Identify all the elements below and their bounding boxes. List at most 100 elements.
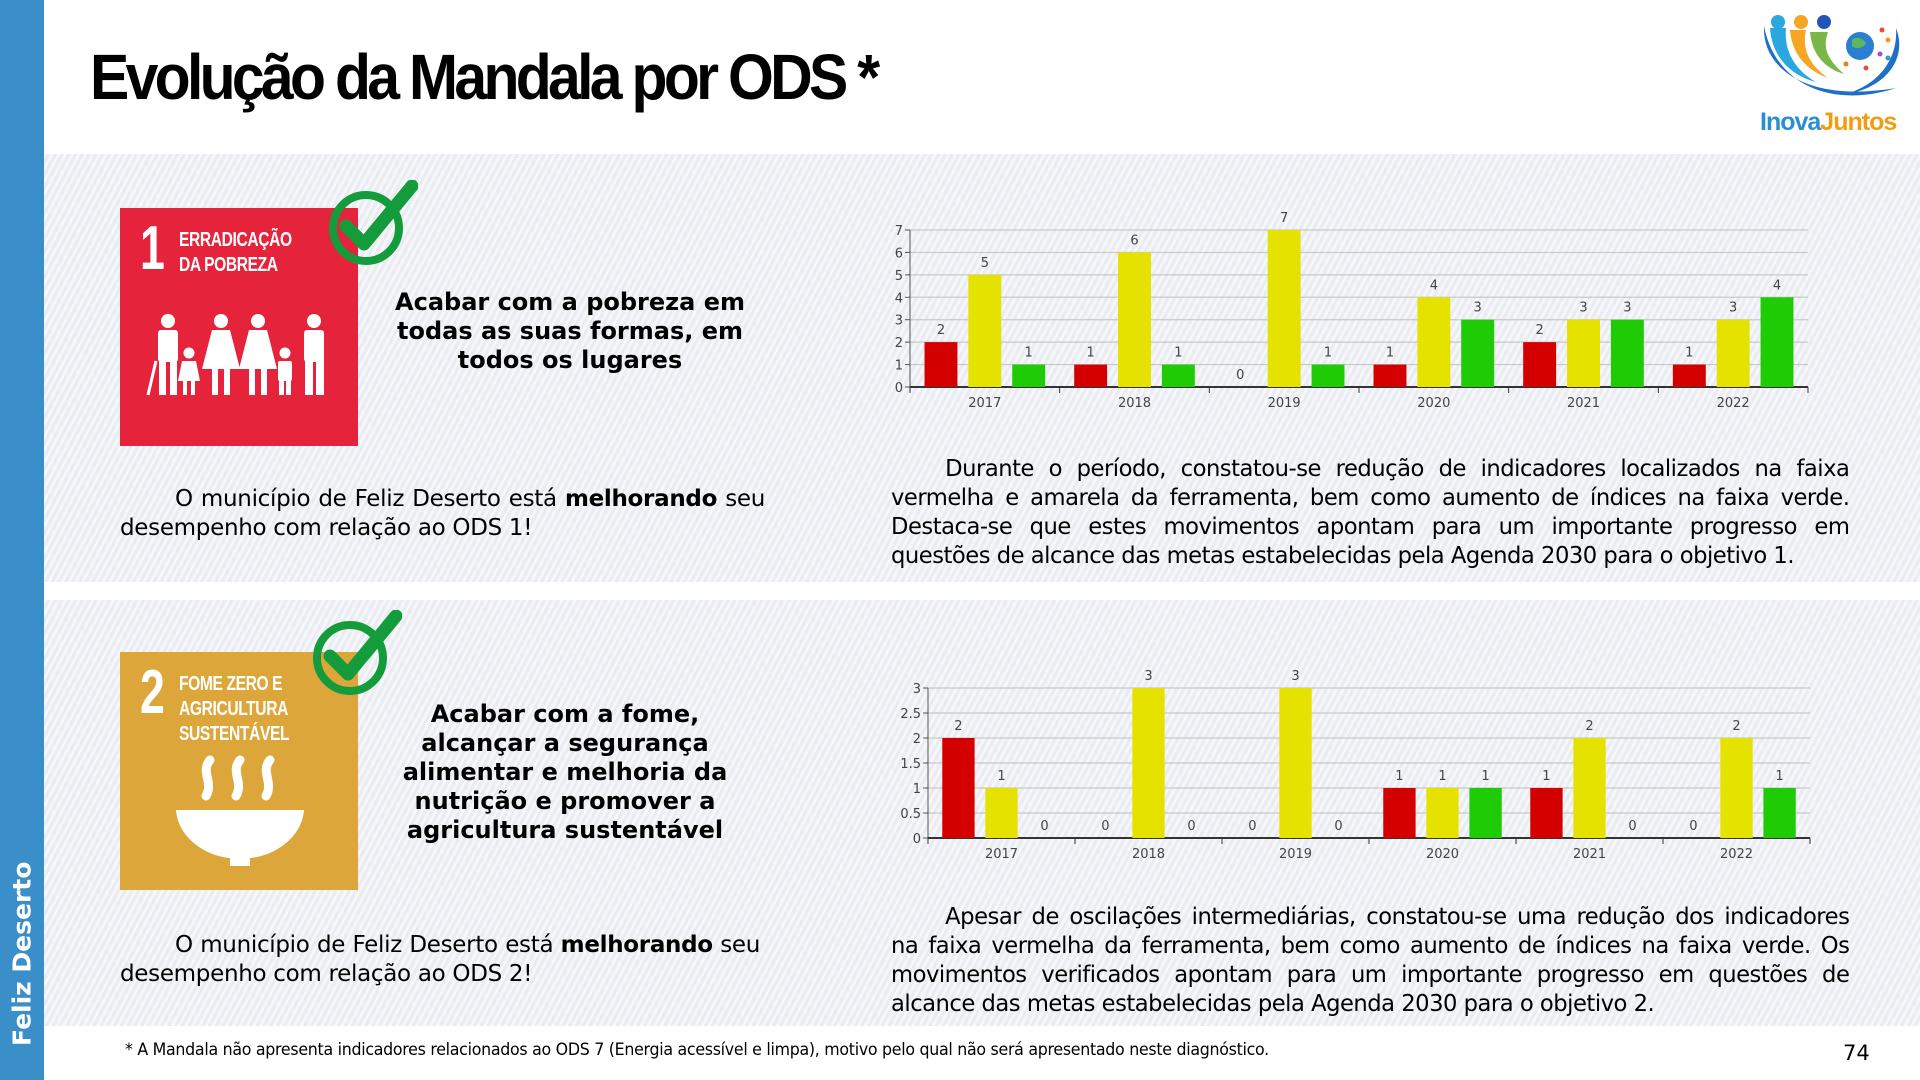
data-label: 3 (1623, 301, 1631, 316)
page-title: Evolução da Mandala por ODS * (90, 41, 880, 113)
data-label: 0 (1334, 819, 1342, 834)
bar-faixa-verde (1763, 788, 1796, 838)
bar-faixa-amarela (1417, 297, 1451, 387)
data-label: 0 (1248, 819, 1256, 834)
sdg-2-status: O município de Feliz Deserto está melhor… (120, 932, 761, 987)
data-label: 4 (1430, 278, 1438, 293)
y-tick-label: 1.5 (900, 757, 921, 772)
y-tick-label: 0 (913, 832, 921, 847)
data-label: 1 (1087, 346, 1095, 361)
bar-faixa-verde (1760, 297, 1794, 387)
x-tick-label: 2020 (1417, 396, 1450, 411)
sdg-2-description: Apesar de oscilações intermediárias, con… (891, 904, 1850, 1017)
x-tick-label: 2021 (1567, 396, 1600, 411)
bar-faixa-verde (1311, 364, 1345, 387)
y-tick-label: 2 (913, 732, 921, 747)
bar-faixa-amarela (1716, 319, 1750, 387)
bar-faixa-amarela (1279, 688, 1312, 838)
bar-faixa-verde (1161, 364, 1195, 387)
data-label: 2 (954, 719, 962, 734)
y-tick-label: 0 (895, 381, 903, 396)
data-label: 1 (1386, 346, 1394, 361)
bar-faixa-amarela (1426, 788, 1459, 838)
check-circle-icon (329, 180, 418, 265)
sdg-1-status: O município de Feliz Deserto está melhor… (120, 486, 766, 541)
data-label: 0 (1628, 819, 1636, 834)
data-label: 2 (1585, 719, 1593, 734)
data-label: 1 (997, 769, 1005, 784)
x-tick-label: 2018 (1132, 847, 1165, 862)
bar-faixa-amarela (968, 274, 1002, 387)
sdg-1-badge: 1 ERRADICAÇÃO DA POBREZA (120, 208, 358, 446)
check-circle-icon (313, 610, 402, 695)
data-label: 4 (1773, 278, 1781, 293)
status-keyword: melhorando (560, 932, 713, 958)
data-label: 6 (1130, 233, 1138, 248)
footnote: * A Mandala não apresenta indicadores re… (125, 1040, 1269, 1060)
bar-faixa-amarela (1567, 319, 1600, 387)
sdg-label: ERRADICAÇÃO DA POBREZA (179, 229, 292, 276)
bar-faixa-amarela (1118, 252, 1151, 387)
data-label: 0 (1236, 368, 1244, 383)
y-tick-label: 6 (895, 246, 903, 261)
sdg-1-goal: Acabar com a pobreza em todas as suas fo… (395, 288, 745, 374)
sdg-number: 1 (140, 214, 165, 283)
bar-faixa-amarela (1720, 738, 1753, 838)
bar-faixa-vermelha (1672, 364, 1706, 387)
logo-graphic (1763, 15, 1900, 96)
data-label: 0 (1040, 819, 1048, 834)
data-label: 1 (1025, 346, 1033, 361)
bar-faixa-vermelha (1373, 364, 1407, 387)
bar-faixa-amarela (1267, 230, 1301, 387)
bar-faixa-amarela (985, 788, 1018, 838)
page-number: 74 (1843, 1041, 1870, 1065)
bar-faixa-amarela (1573, 738, 1606, 838)
bar-faixa-vermelha (924, 342, 958, 387)
bar-faixa-amarela (1132, 688, 1165, 838)
sdg-2-goal: Acabar com a fome, alcançar a segurança … (402, 700, 728, 844)
x-tick-label: 2018 (1118, 396, 1151, 411)
x-tick-label: 2019 (1268, 396, 1301, 411)
sdg-1-description: Durante o período, constatou-se redução … (891, 456, 1850, 569)
y-tick-label: 7 (895, 224, 903, 239)
soup-bowl-icon (176, 755, 304, 866)
bar-faixa-vermelha (1523, 342, 1557, 387)
data-label: 2 (1536, 323, 1544, 338)
bar-faixa-vermelha (1383, 788, 1416, 838)
bar-faixa-vermelha (1530, 788, 1563, 838)
x-tick-label: 2022 (1717, 396, 1750, 411)
bar-faixa-verde (1469, 788, 1502, 838)
y-tick-label: 2.5 (900, 707, 921, 722)
data-label: 0 (1187, 819, 1195, 834)
data-label: 1 (1775, 769, 1783, 784)
y-tick-label: 3 (895, 314, 903, 329)
data-label: 1 (1685, 346, 1693, 361)
data-label: 1 (1438, 769, 1446, 784)
x-tick-label: 2020 (1426, 847, 1459, 862)
bar-faixa-verde (1461, 319, 1495, 387)
status-keyword: melhorando (564, 486, 718, 512)
x-tick-label: 2021 (1573, 847, 1606, 862)
bar-faixa-verde (1610, 319, 1644, 387)
data-label: 1 (1481, 769, 1489, 784)
y-tick-label: 1 (895, 359, 903, 374)
data-label: 1 (1174, 346, 1182, 361)
data-label: 0 (1689, 819, 1697, 834)
data-label: 3 (1474, 301, 1482, 316)
municipality-label: Feliz Deserto (7, 861, 37, 1046)
data-label: 3 (1579, 301, 1587, 316)
data-label: 1 (1395, 769, 1403, 784)
logo-text: InovaJuntos (1760, 108, 1897, 136)
data-label: 5 (981, 256, 989, 271)
data-label: 7 (1280, 211, 1288, 226)
sdg-2-badge: 2 FOME ZERO E AGRICULTURA SUSTENTÁVEL (120, 652, 358, 890)
data-label: 3 (1729, 301, 1737, 316)
y-tick-label: 0.5 (900, 807, 921, 822)
x-tick-label: 2017 (985, 847, 1018, 862)
sidebar: Feliz Deserto (0, 0, 44, 1080)
x-tick-label: 2017 (968, 396, 1001, 411)
data-label: 0 (1101, 819, 1109, 834)
ods-2-bar-chart: 0 0.5 1 1.5 2 2.5 3 2017 2 1 0 2018 0 3 0 2019 0 3 0 2020 1 1… (880, 650, 1820, 870)
y-tick-label: 3 (913, 682, 921, 697)
